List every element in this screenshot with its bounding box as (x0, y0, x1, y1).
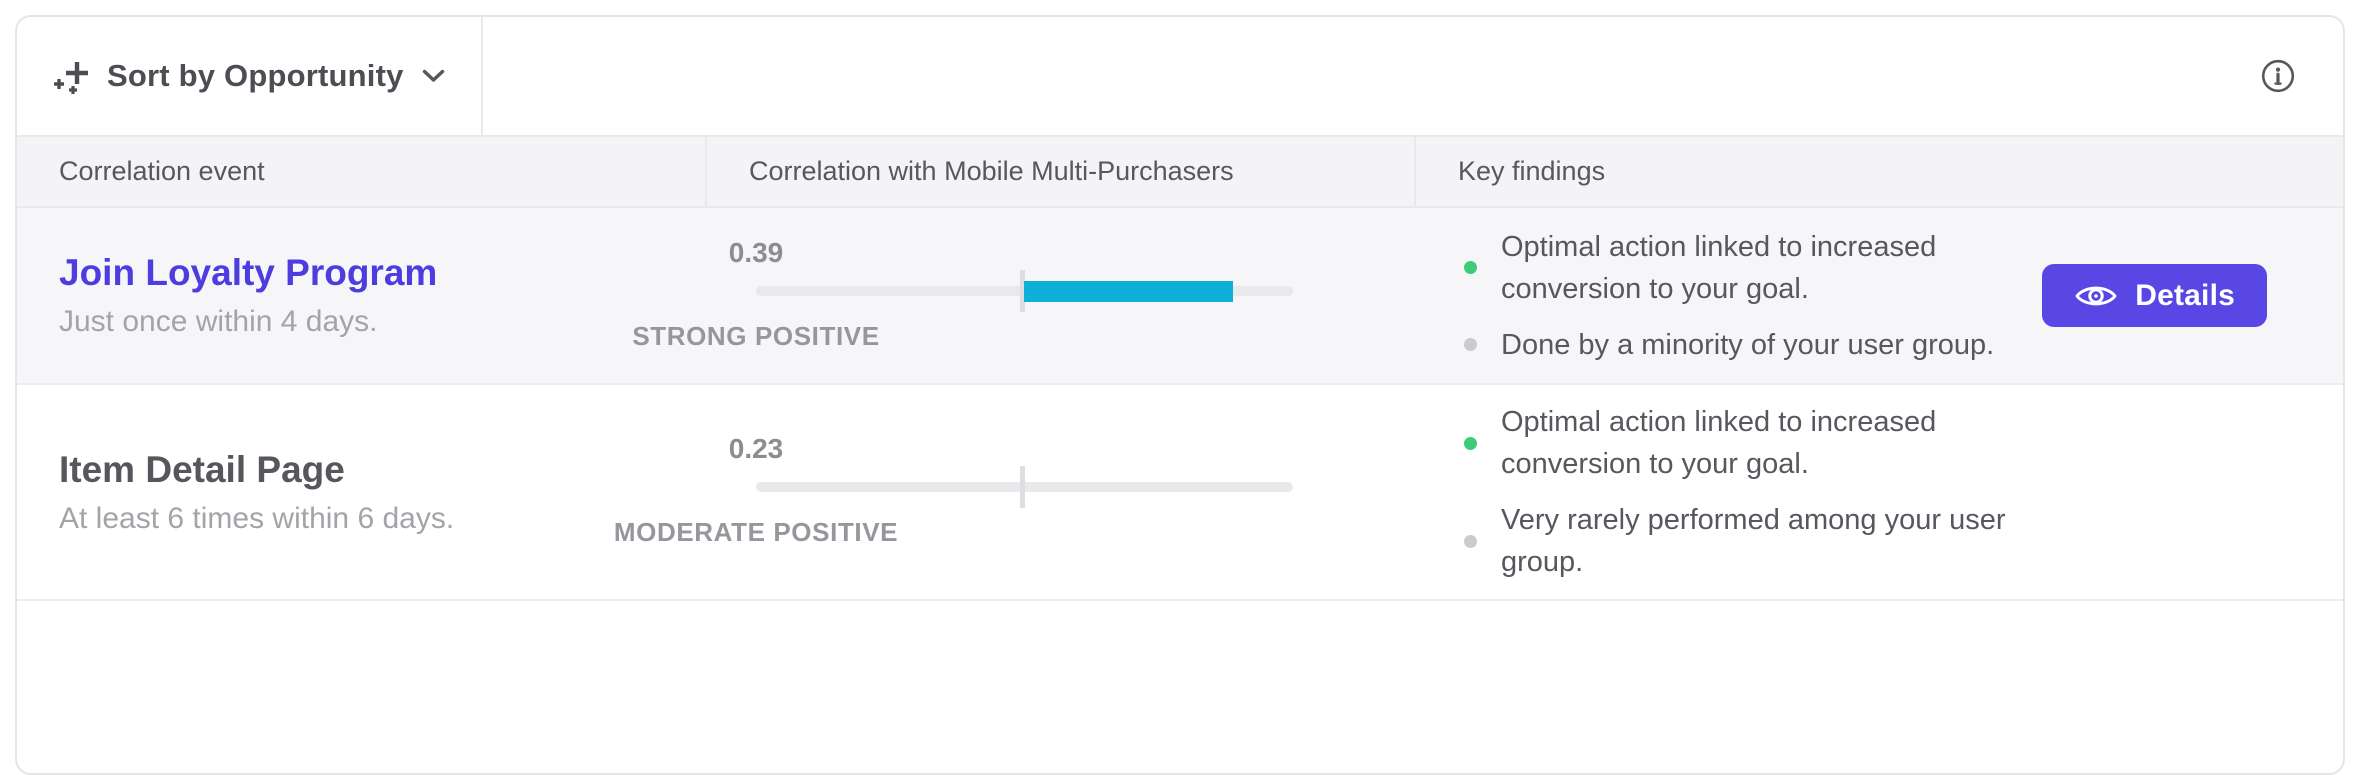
finding-item: Optimal action linked to increased conve… (1464, 226, 2024, 310)
finding-item: Very rarely performed among your user gr… (1464, 499, 2024, 583)
sort-by-label: Sort by Opportunity (107, 58, 404, 93)
finding-item: Done by a minority of your user group. (1464, 324, 2024, 366)
event-cell: Item Detail Page At least 6 times within… (17, 385, 707, 599)
positive-dot-icon (1464, 261, 1477, 274)
table-row[interactable]: Item Detail Page At least 6 times within… (17, 385, 2343, 601)
event-title-link[interactable]: Join Loyalty Program (59, 252, 438, 293)
meter-zero-tick (1020, 466, 1025, 508)
correlation-strength-label: MODERATE POSITIVE (613, 517, 899, 547)
sort-by-dropdown[interactable]: Sort by Opportunity (17, 17, 483, 135)
event-frequency: At least 6 times within 6 days. (59, 501, 455, 535)
finding-text: Very rarely performed among your user gr… (1501, 504, 2006, 578)
neutral-dot-icon (1464, 338, 1477, 351)
details-button[interactable]: Details (2042, 264, 2267, 327)
table-row[interactable]: Join Loyalty Program Just once within 4 … (17, 208, 2343, 385)
meter-zero-tick (1020, 269, 1025, 312)
correlation-strength-label: STRONG POSITIVE (632, 320, 880, 351)
info-button[interactable] (2258, 56, 2298, 96)
neutral-dot-icon (1464, 534, 1477, 548)
positive-dot-icon (1464, 436, 1477, 450)
key-findings-cell: Optimal action linked to increased conve… (1416, 385, 2343, 599)
correlation-meter: 0.23 MODERATE POSITIVE (614, 431, 1293, 553)
event-cell: Join Loyalty Program Just once within 4 … (17, 208, 707, 383)
correlation-cell: 0.39 STRONG POSITIVE (632, 208, 1416, 383)
finding-item: Optimal action linked to increased conve… (1464, 401, 2024, 485)
column-header-key-findings: Key findings (1458, 156, 1606, 186)
correlation-card: Sort by Opportunity Correlation event Co… (15, 15, 2345, 775)
findings-list: Optimal action linked to increased conve… (1464, 226, 2024, 366)
finding-text: Optimal action linked to increased conve… (1501, 406, 1937, 480)
column-header-correlation-event: Correlation event (17, 137, 707, 206)
correlation-value: 0.39 (728, 236, 784, 268)
finding-text: Optimal action linked to increased conve… (1501, 230, 1937, 305)
info-circle-icon (2261, 59, 2295, 93)
key-findings-cell: Optimal action linked to increased conve… (1416, 208, 2343, 383)
column-header-correlation-with-segment: Correlation with Mobile Multi-Purchasers (707, 137, 1416, 206)
chevron-down-icon (422, 69, 445, 82)
findings-list: Optimal action linked to increased conve… (1464, 401, 2024, 583)
correlation-value: 0.23 (728, 433, 784, 464)
table-header: Correlation event Correlation with Mobil… (17, 137, 2343, 208)
details-button-label: Details (2135, 278, 2235, 312)
event-frequency: Just once within 4 days. (59, 305, 378, 338)
correlation-cell: 0.23 MODERATE POSITIVE (614, 385, 1416, 599)
table-row[interactable] (17, 601, 2343, 661)
eye-icon (2075, 286, 2117, 305)
toolbar: Sort by Opportunity (17, 17, 2343, 137)
event-title: Item Detail Page (59, 448, 345, 490)
sparkle-plus-icon (54, 62, 88, 94)
correlation-meter: 0.39 STRONG POSITIVE (632, 235, 1293, 357)
meter-fill (1024, 280, 1234, 302)
finding-text: Done by a minority of your user group. (1501, 328, 1995, 361)
